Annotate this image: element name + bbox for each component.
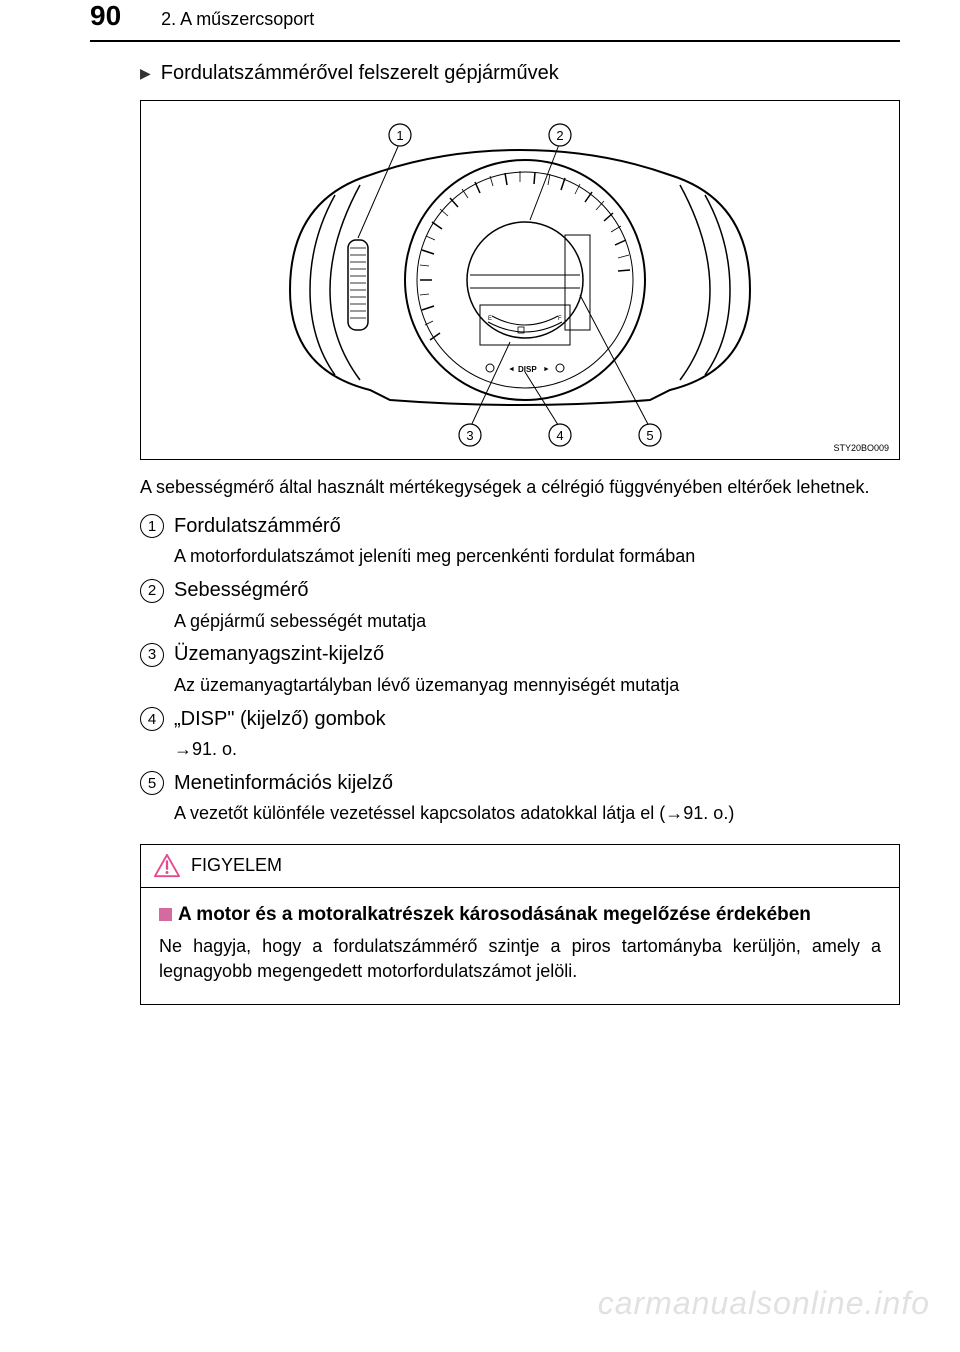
warning-body: A motor és a motoralkatrészek károsodásá…: [141, 888, 899, 1004]
item-title-1: Fordulatszámmérő: [174, 515, 341, 538]
arrow-bullet-icon: ▶: [140, 65, 151, 82]
list-item-4: 4 „DISP" (kijelző) gombok →91. o.: [140, 707, 900, 761]
instrument-cluster-figure: E F ◄ DISP ►: [140, 100, 900, 460]
item-title-5: Menetinformációs kijelző: [174, 772, 393, 795]
sub-heading-row: ▶ Fordulatszámmérővel felszerelt gépjárm…: [140, 62, 900, 85]
svg-text:3: 3: [466, 428, 473, 443]
item-desc-5: A vezetőt különféle vezetéssel kapcsolat…: [140, 801, 900, 825]
item-number-5: 5: [140, 771, 164, 795]
warning-box: FIGYELEM A motor és a motoralkatrészek k…: [140, 844, 900, 1005]
item-desc-3: Az üzemanyagtartályban lévő üzemanyag me…: [140, 673, 900, 697]
page-number: 90: [90, 0, 121, 32]
list-item-3: 3 Üzemanyagszint-kijelző Az üzemanyagtar…: [140, 643, 900, 697]
warning-bullet-icon: [159, 908, 172, 921]
svg-text:F: F: [558, 316, 562, 322]
item-desc-1: A motorfordulatszámot jeleníti meg perce…: [140, 544, 900, 568]
manual-page: 90 2. A műszercsoport ▶ Fordulatszámmérő…: [0, 0, 960, 1005]
svg-text:►: ►: [543, 366, 550, 373]
content-body: ▶ Fordulatszámmérővel felszerelt gépjárm…: [90, 62, 900, 1005]
item-number-1: 1: [140, 514, 164, 538]
page-header: 90 2. A műszercsoport: [90, 0, 900, 42]
warning-subtitle: A motor és a motoralkatrészek károsodásá…: [178, 904, 811, 926]
item-title-2: Sebességmérő: [174, 579, 309, 602]
instrument-cluster-svg: E F ◄ DISP ►: [170, 110, 870, 450]
item-desc-4: →91. o.: [140, 737, 900, 761]
list-item-2: 2 Sebességmérő A gépjármű sebességét mut…: [140, 579, 900, 633]
warning-triangle-icon: [153, 853, 181, 879]
figure-code: STY20BO009: [833, 443, 889, 453]
list-item-5: 5 Menetinformációs kijelző A vezetőt kül…: [140, 771, 900, 825]
svg-text:4: 4: [556, 428, 563, 443]
warning-header: FIGYELEM: [141, 845, 899, 888]
svg-text:E: E: [488, 316, 492, 322]
item-title-4: „DISP" (kijelző) gombok: [174, 708, 386, 731]
figure-note: A sebességmérő által használt mértékegys…: [140, 475, 900, 499]
watermark: carmanualsonline.info: [598, 1285, 930, 1322]
svg-text:◄: ◄: [508, 366, 515, 373]
item-desc-2: A gépjármű sebességét mutatja: [140, 609, 900, 633]
warning-text: Ne hagyja, hogy a fordulatszámmérő szint…: [159, 934, 881, 984]
svg-text:2: 2: [556, 128, 563, 143]
sub-heading: Fordulatszámmérővel felszerelt gépjárműv…: [161, 62, 559, 85]
section-title: 2. A műszercsoport: [161, 9, 314, 30]
item-number-4: 4: [140, 707, 164, 731]
disp-label: DISP: [518, 365, 537, 374]
item-title-3: Üzemanyagszint-kijelző: [174, 643, 384, 666]
item-number-2: 2: [140, 579, 164, 603]
item-number-3: 3: [140, 643, 164, 667]
list-item-1: 1 Fordulatszámmérő A motorfordulatszámot…: [140, 514, 900, 568]
warning-label: FIGYELEM: [191, 855, 282, 876]
svg-text:1: 1: [396, 128, 403, 143]
svg-text:5: 5: [646, 428, 653, 443]
